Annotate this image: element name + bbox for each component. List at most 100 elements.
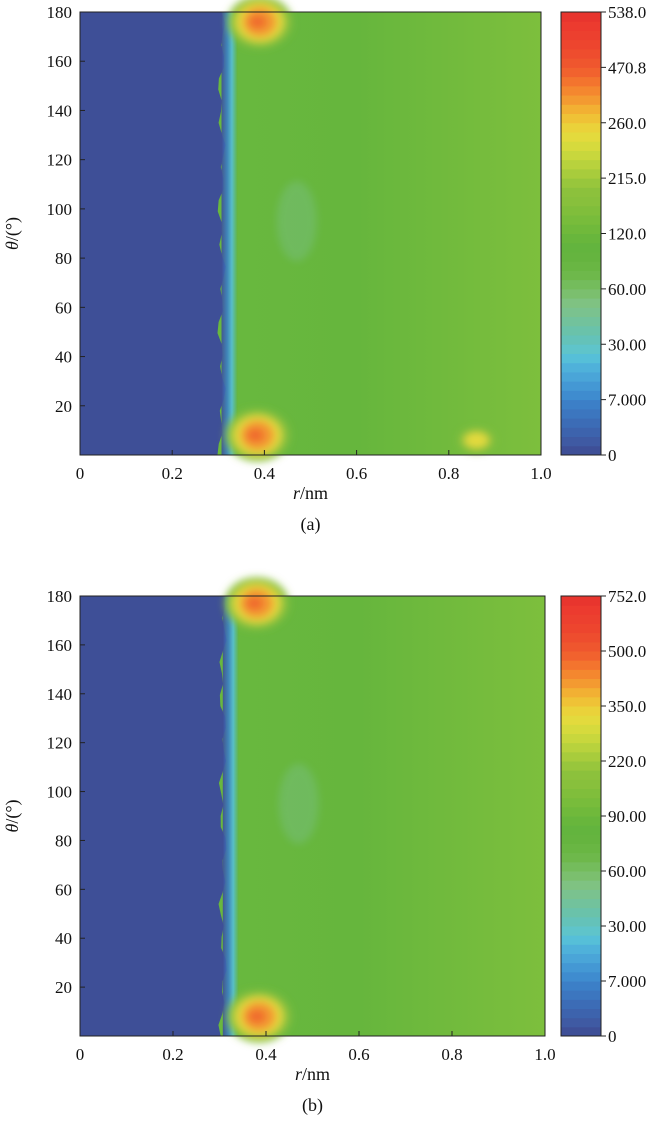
colorbar-band — [561, 1017, 601, 1028]
colorbar-band — [561, 926, 601, 936]
colorbar-band — [561, 205, 601, 216]
colorbar-tick-label: 260.0 — [608, 114, 646, 133]
x-tick-label: 0.4 — [254, 464, 276, 483]
colorbar-band — [561, 715, 601, 725]
colorbar-band — [561, 436, 601, 447]
colorbar-band — [561, 344, 601, 354]
low-density-patch — [276, 181, 317, 262]
y-tick-label: 160 — [47, 636, 73, 655]
y-tick-label: 100 — [47, 783, 73, 802]
colorbar-band — [561, 843, 601, 854]
panel-caption: (b) — [302, 1095, 323, 1116]
colorbar-band — [561, 261, 601, 271]
hotspot-2 — [458, 428, 495, 453]
colorbar-band — [561, 935, 601, 945]
colorbar-band — [561, 916, 601, 927]
colorbar-band — [561, 1008, 601, 1019]
hotspot-1 — [224, 577, 289, 630]
colorbar-band — [561, 1026, 601, 1037]
y-tick-label: 60 — [55, 880, 72, 899]
colorbar-band — [561, 316, 601, 327]
colorbar-band — [561, 21, 601, 31]
colorbar-tick-label: 220.0 — [608, 752, 646, 771]
colorbar-band — [561, 39, 601, 50]
plot-frame — [79, 595, 546, 1037]
y-tick-label: 180 — [47, 587, 73, 606]
colorbar-band — [561, 825, 601, 835]
colorbar-band — [561, 990, 601, 1000]
colorbar-band — [561, 150, 601, 161]
y-tick-label: 140 — [47, 685, 73, 704]
x-tick-label: 1.0 — [530, 464, 551, 483]
x-tick-label: 0.2 — [162, 1045, 183, 1064]
colorbar-tick-label: 30.00 — [608, 917, 646, 936]
x-tick-label: 0.2 — [162, 464, 183, 483]
colorbar-band — [561, 669, 601, 679]
y-tick-label: 120 — [47, 734, 73, 753]
y-tick-label: 100 — [47, 200, 73, 219]
x-tick-label: 1.0 — [534, 1045, 555, 1064]
colorbar-tick-label: 0 — [608, 1027, 617, 1046]
colorbar-band — [561, 641, 601, 652]
colorbar-band — [561, 761, 601, 771]
colorbar-band — [561, 687, 601, 698]
hotspot-0 — [225, 409, 290, 462]
colorbar-band — [561, 907, 601, 918]
colorbar: 538.0 470.8 260.0 215.0 120.0 60.00 30.00 7.000… — [560, 3, 646, 465]
colorbar-band — [561, 224, 601, 234]
colorbar-tick-label: 120.0 — [608, 225, 646, 244]
colorbar-band — [561, 30, 601, 41]
colorbar-tick-label: 0 — [608, 446, 617, 465]
colorbar-band — [561, 67, 601, 78]
colorbar-band — [561, 390, 601, 401]
y-tick-label: 180 — [47, 3, 73, 22]
colorbar-band — [561, 871, 601, 881]
colorbar-band — [561, 141, 601, 151]
colorbar-band — [561, 706, 601, 716]
y-tick-label: 140 — [47, 101, 73, 120]
colorbar-band — [561, 215, 601, 225]
density-edge-band — [221, 12, 238, 455]
colorbar-band — [561, 325, 601, 336]
colorbar-band — [561, 678, 601, 689]
colorbar-band — [561, 724, 601, 734]
colorbar-band — [561, 596, 601, 606]
colorbar-tick-label: 350.0 — [608, 697, 646, 716]
x-tick-label: 0.8 — [441, 1045, 462, 1064]
x-tick-label: 0.6 — [346, 464, 367, 483]
colorbar-band — [561, 335, 601, 345]
hotspot-0 — [227, 990, 292, 1043]
colorbar-tick-label: 60.00 — [608, 280, 646, 299]
colorbar-band — [561, 971, 601, 982]
colorbar-band — [561, 187, 601, 198]
x-tick-label: 0.4 — [255, 1045, 277, 1064]
colorbar-tick-label: 7.000 — [608, 391, 646, 410]
colorbar-tick-label: 90.00 — [608, 807, 646, 826]
colorbar-band — [561, 58, 601, 68]
colorbar-band — [561, 381, 601, 391]
colorbar-band — [561, 861, 601, 872]
colorbar-band — [561, 76, 601, 87]
colorbar-band — [561, 651, 601, 661]
colorbar-band — [561, 196, 601, 207]
y-tick-label: 80 — [55, 831, 72, 850]
colorbar-band — [561, 880, 601, 890]
x-axis-title: r/nm — [295, 1064, 330, 1084]
colorbar-band — [561, 427, 601, 438]
colorbar-band — [561, 779, 601, 789]
colorbar-band — [561, 298, 601, 308]
colorbar-tick-label: 500.0 — [608, 642, 646, 661]
colorbar-band — [561, 242, 601, 253]
colorbar-band — [561, 113, 601, 124]
x-axis-title: r/nm — [293, 483, 328, 503]
heatmap-panel-b: 20 40 60 80 100 120 140 160 180 0 0.2 0.4 0.6 0.8 1.0 r… — [2, 577, 646, 1116]
colorbar-band — [561, 751, 601, 762]
heatmap-panel-a: 20 40 60 80 100 120 140 160 180 0 0.2 0.4 0.6 0.8 1.0 r… — [2, 0, 646, 535]
colorbar-band — [561, 742, 601, 753]
x-tick-label: 0 — [76, 464, 85, 483]
y-tick-label: 40 — [55, 348, 72, 367]
colorbar-band — [561, 95, 601, 105]
colorbar-band — [561, 279, 601, 290]
y-axis-title: θ/(°) — [2, 799, 23, 832]
